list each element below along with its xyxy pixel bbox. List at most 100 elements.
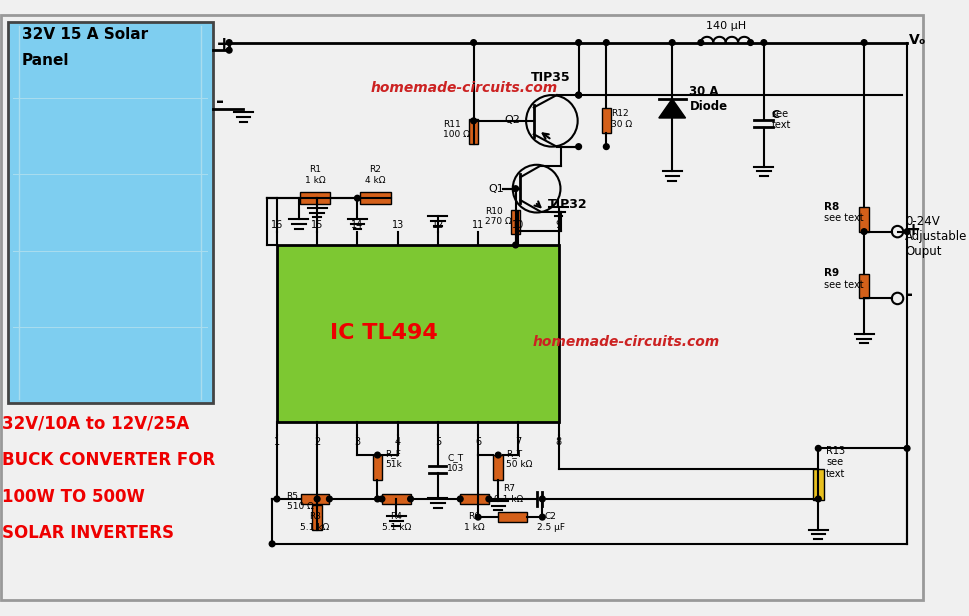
Text: 100W TO 500W: 100W TO 500W [2,487,144,506]
Circle shape [269,541,275,547]
Text: Q2: Q2 [504,115,520,125]
Circle shape [576,92,581,98]
Text: C2
2.5 μF: C2 2.5 μF [537,513,565,532]
Text: C: C [771,110,780,120]
Polygon shape [659,99,685,118]
Text: BUCK CONVERTER FOR: BUCK CONVERTER FOR [2,452,215,469]
Circle shape [861,39,867,46]
Circle shape [486,496,491,502]
Bar [493,455,503,480]
Circle shape [761,39,766,46]
Circle shape [816,445,821,452]
Text: R5
510 Ω: R5 510 Ω [287,492,313,511]
Circle shape [698,39,703,46]
Bar [498,512,527,522]
Circle shape [670,39,675,46]
Circle shape [227,39,232,46]
Text: 32V/10A to 12V/25A: 32V/10A to 12V/25A [2,415,189,433]
Circle shape [576,92,581,98]
Text: R7
9.1 kΩ: R7 9.1 kΩ [494,484,523,504]
Text: 16: 16 [270,220,283,230]
Text: R1
1 kΩ: R1 1 kΩ [305,166,326,185]
Text: 103: 103 [448,464,465,473]
Text: SOLAR INVERTERS: SOLAR INVERTERS [2,524,173,542]
Text: R2
4 kΩ: R2 4 kΩ [365,166,386,185]
Circle shape [375,496,381,502]
Circle shape [748,39,753,46]
Circle shape [576,39,581,46]
Circle shape [471,39,477,46]
Bar [312,505,322,530]
Bar [277,245,558,421]
Circle shape [327,496,332,502]
Text: 2: 2 [314,437,321,447]
Text: R11
100 Ω: R11 100 Ω [443,120,470,139]
Text: IC TL494: IC TL494 [330,323,438,343]
Bar [460,493,489,505]
Text: -: - [905,285,913,304]
Text: R13
see
text: R13 see text [826,446,845,479]
Text: R9: R9 [824,269,839,278]
Circle shape [379,496,385,502]
Text: 11: 11 [472,220,484,230]
Text: 12: 12 [431,220,444,230]
Text: R_T: R_T [506,449,522,458]
Text: R6
1 kΩ: R6 1 kΩ [464,513,484,532]
Text: R_F: R_F [385,449,401,458]
Circle shape [861,229,867,235]
Circle shape [457,496,463,502]
Bar [813,469,824,500]
Text: see text: see text [824,213,863,223]
Text: 140 μH: 140 μH [705,21,746,31]
Text: 51k: 51k [385,460,402,469]
Circle shape [314,496,320,502]
Text: homemade-circuits.com: homemade-circuits.com [533,335,720,349]
Text: 6: 6 [475,437,482,447]
Circle shape [274,496,280,502]
Circle shape [576,144,581,150]
Circle shape [513,242,518,248]
Circle shape [540,496,546,502]
Circle shape [513,186,518,192]
Text: 9: 9 [555,220,562,230]
Text: R8: R8 [824,201,839,212]
Text: +: + [905,221,921,240]
Circle shape [495,452,501,458]
Text: TIP32: TIP32 [548,198,587,211]
Text: 32V 15 A Solar: 32V 15 A Solar [22,26,148,42]
Circle shape [355,195,360,201]
Bar [300,493,329,505]
Circle shape [816,496,821,502]
Text: +: + [216,35,233,54]
Circle shape [604,39,610,46]
Bar [359,192,391,204]
Text: R3
5.1 kΩ: R3 5.1 kΩ [300,513,329,532]
Text: 13: 13 [391,220,404,230]
Circle shape [904,445,910,452]
Text: Q1: Q1 [489,184,505,195]
Circle shape [604,144,610,150]
Text: Vₒ: Vₒ [909,33,926,47]
Circle shape [540,514,546,520]
Text: R10
270 Ω: R10 270 Ω [485,206,512,226]
Bar [8,22,213,403]
Circle shape [904,229,910,235]
Bar [859,207,869,232]
Circle shape [408,496,414,502]
Circle shape [471,118,477,124]
Text: see text: see text [824,280,863,290]
Bar [602,108,611,133]
Text: R12
30 Ω: R12 30 Ω [611,109,632,129]
Text: homemade-circuits.com: homemade-circuits.com [370,81,558,95]
Text: 1: 1 [274,437,280,447]
Text: -: - [216,92,224,111]
Text: 7: 7 [516,437,521,447]
Text: 50 kΩ: 50 kΩ [506,460,532,469]
Bar [859,274,869,298]
Bar [511,209,520,235]
Text: 5: 5 [435,437,441,447]
Circle shape [375,452,381,458]
Circle shape [475,514,481,520]
Text: see
text: see text [771,109,791,131]
Text: TIP35: TIP35 [531,71,571,84]
